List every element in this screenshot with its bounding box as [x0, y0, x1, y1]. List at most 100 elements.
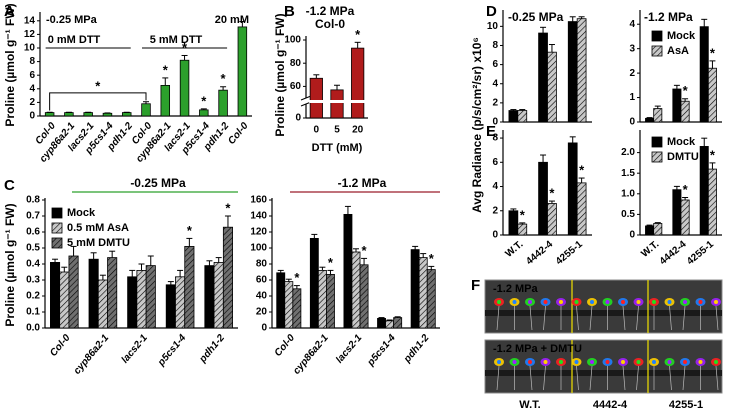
bar: [222, 226, 233, 329]
legend-swatch: [51, 237, 63, 249]
column-label: W.T.: [519, 399, 540, 411]
chart-subtitle: Col-0: [315, 17, 345, 31]
root: [715, 305, 719, 331]
significance: *: [710, 45, 716, 60]
bar: [547, 51, 557, 123]
x-tick-label: Col-0: [48, 332, 73, 359]
plant-signal-core: [543, 360, 548, 364]
bar: [102, 112, 113, 117]
break-gap: [309, 100, 324, 103]
plant-signal-core: [559, 360, 563, 364]
plant-signal-core: [652, 360, 656, 364]
plant-signal-core: [590, 360, 594, 364]
y-tick-label: 6: [29, 70, 35, 81]
y-tick-label: 2: [492, 205, 498, 216]
y-tick-label: 160: [250, 195, 267, 206]
root: [636, 305, 639, 331]
y-tick-label: 80: [256, 259, 268, 270]
plant-signal-core: [574, 300, 579, 304]
root: [682, 365, 686, 391]
legend-label: 0.5 mM AsA: [67, 222, 129, 234]
bar: [385, 320, 395, 329]
y-tick-label: 0.3: [26, 275, 40, 286]
y-tick-label: 4: [492, 78, 498, 89]
legend-swatch: [51, 222, 63, 234]
bar: [88, 258, 99, 329]
y-tick-label: 60: [290, 81, 302, 92]
bar: [317, 269, 327, 329]
y-tick-label: 0.5: [26, 243, 40, 254]
plant-signal-core: [512, 360, 517, 364]
bar: [672, 88, 682, 123]
plant-signal-core: [636, 360, 641, 364]
bar: [309, 77, 323, 119]
bar: [567, 142, 578, 236]
bar: [284, 281, 294, 329]
y-tick-label: 12: [24, 29, 36, 40]
significance: *: [683, 182, 689, 197]
bar: [707, 168, 717, 236]
row-label: -1.2 MPa + DMTU: [493, 343, 582, 355]
y-tick-label: 6: [492, 59, 498, 70]
y-tick-label: 8: [29, 56, 35, 67]
y-tick-label: 8: [492, 40, 498, 51]
bar: [680, 100, 690, 123]
bar: [517, 110, 528, 123]
bar: [50, 261, 61, 329]
y-tick-label: 10: [487, 21, 499, 32]
y-tick-label: 2: [29, 97, 35, 108]
bar: [699, 26, 709, 123]
x-axis-label: DTT (mM): [312, 142, 363, 154]
root: [682, 305, 686, 331]
bar: [393, 317, 403, 329]
root: [669, 305, 672, 331]
y-tick-label: 80: [290, 58, 302, 69]
y-tick-label: 2: [492, 98, 498, 109]
y-tick-label: 0: [492, 230, 498, 241]
significance: *: [328, 255, 334, 270]
root: [543, 305, 546, 331]
root: [496, 365, 500, 391]
root: [589, 365, 593, 391]
significance: *: [429, 251, 435, 266]
y-tick-label: 0.2: [26, 291, 40, 302]
plant-signal-core: [559, 300, 563, 304]
x-tick-label: pdh1-2: [401, 332, 431, 365]
x-tick-label: 4442-4: [658, 239, 689, 268]
significance: *: [294, 270, 300, 285]
y-tick-label: 0: [295, 113, 301, 124]
legend-swatch: [651, 136, 663, 148]
bar: [680, 199, 690, 236]
y-tick-label: 0: [492, 117, 498, 128]
plant-signal-core: [512, 300, 517, 304]
bar: [538, 161, 548, 236]
y-tick-label: 3: [629, 43, 635, 54]
y-axis-label: Proline (µmol g⁻¹ FW): [273, 13, 287, 136]
x-tick-label: 4255-1: [554, 239, 585, 268]
panel-label: A: [4, 3, 15, 20]
y-tick-label: 100: [250, 243, 267, 254]
x-tick-label: p5cs1-4: [365, 332, 398, 369]
x-tick-label: Col-0: [226, 120, 251, 147]
bar: [547, 203, 557, 236]
x-tick-label: lacs2-1: [120, 332, 151, 365]
significance: *: [182, 40, 188, 55]
x-tick-label: cyp86a2-1: [72, 332, 112, 376]
legend-swatch: [651, 30, 663, 42]
bar: [351, 251, 361, 329]
soil-band: [485, 310, 722, 316]
legend-label: AsA: [667, 45, 689, 57]
bar: [426, 269, 436, 329]
bar: [309, 237, 319, 329]
x-tick-label: 0: [314, 125, 320, 136]
root: [576, 305, 579, 331]
significance: *: [225, 200, 231, 215]
y-tick-label: 10: [24, 43, 36, 54]
plant-signal-core: [652, 300, 656, 304]
root: [576, 365, 579, 391]
plant-signal-core: [636, 300, 641, 304]
column-label: 4442-4: [593, 399, 628, 411]
chart-title: -0.25 MPa: [130, 176, 186, 190]
y-axis-label: Proline (µmol g⁻¹ FW): [3, 3, 17, 126]
